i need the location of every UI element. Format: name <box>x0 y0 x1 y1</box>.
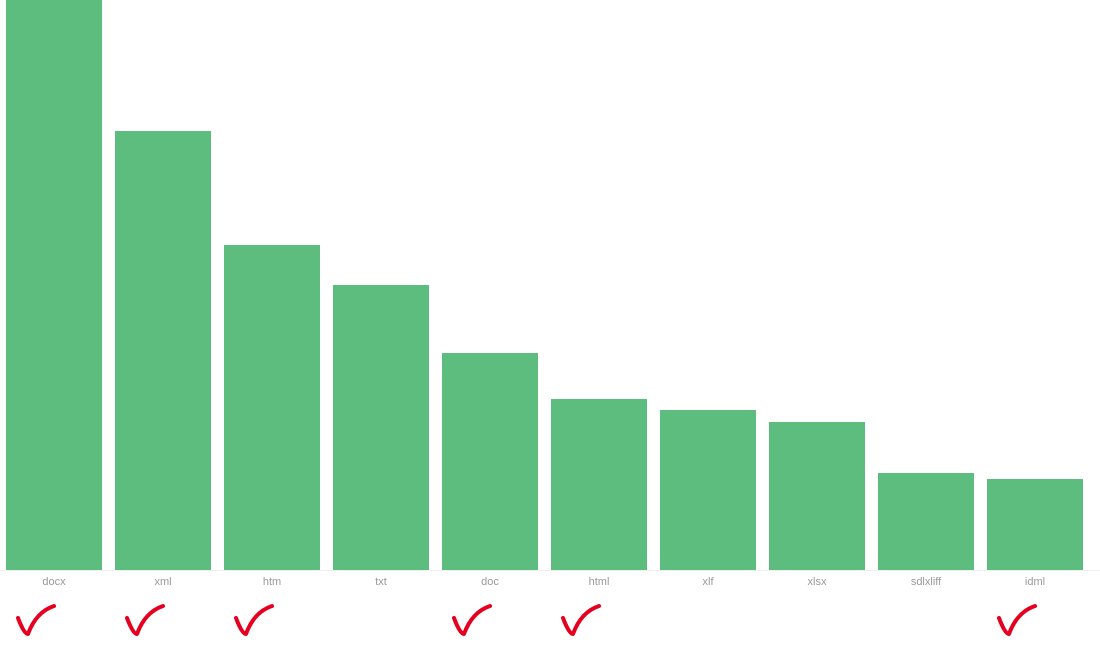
xlabel-html: html <box>551 576 647 588</box>
bar-docx <box>6 0 102 570</box>
xlabel-docx: docx <box>6 576 102 588</box>
xlabel-xlsx: xlsx <box>769 576 865 588</box>
bar-doc <box>442 353 538 570</box>
check-icon <box>450 600 494 640</box>
bar-xml <box>115 131 211 570</box>
bar-chart: docx xml htm txt doc html xlf xlsx sdlxliff idml <box>0 0 1100 661</box>
bar-htm <box>224 245 320 570</box>
check-icon <box>123 600 167 640</box>
check-icon <box>559 600 603 640</box>
bar-txt <box>333 285 429 570</box>
check-annotations <box>0 600 1100 655</box>
bar-html <box>551 399 647 570</box>
bar-idml <box>987 479 1083 570</box>
xlabel-doc: doc <box>442 576 538 588</box>
bar-xlsx <box>769 422 865 570</box>
xlabel-idml: idml <box>987 576 1083 588</box>
plot-area <box>0 0 1100 571</box>
check-icon <box>14 600 58 640</box>
xlabel-xlf: xlf <box>660 576 756 588</box>
xlabel-htm: htm <box>224 576 320 588</box>
xlabel-txt: txt <box>333 576 429 588</box>
bar-xlf <box>660 410 756 570</box>
check-icon <box>995 600 1039 640</box>
xlabel-xml: xml <box>115 576 211 588</box>
check-icon <box>232 600 276 640</box>
x-axis-labels: docx xml htm txt doc html xlf xlsx sdlxliff idml <box>0 576 1100 596</box>
xlabel-sdlxliff: sdlxliff <box>878 576 974 588</box>
bar-sdlxliff <box>878 473 974 570</box>
